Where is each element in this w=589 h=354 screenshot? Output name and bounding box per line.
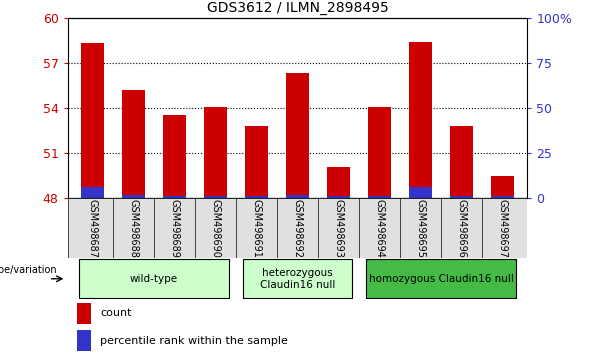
Text: GSM498694: GSM498694	[375, 199, 385, 258]
Text: GSM498688: GSM498688	[128, 199, 138, 258]
Bar	[77, 330, 91, 351]
Bar	[81, 187, 104, 198]
Text: GSM498687: GSM498687	[87, 199, 97, 258]
Bar	[368, 196, 391, 198]
Bar	[204, 107, 227, 198]
Text: GSM498692: GSM498692	[293, 199, 302, 258]
Bar	[286, 195, 309, 198]
Bar	[245, 196, 268, 198]
Bar	[409, 42, 432, 198]
Bar	[491, 196, 514, 198]
Bar	[491, 176, 514, 198]
Title: GDS3612 / ILMN_2898495: GDS3612 / ILMN_2898495	[207, 1, 388, 15]
Text: GSM498695: GSM498695	[415, 199, 425, 258]
Text: wild-type: wild-type	[130, 274, 178, 284]
Bar	[450, 196, 473, 198]
Bar	[122, 195, 145, 198]
Bar	[204, 196, 227, 198]
Text: GSM498689: GSM498689	[170, 199, 180, 258]
Text: count: count	[100, 308, 131, 318]
Bar	[163, 115, 186, 198]
Bar	[327, 167, 350, 198]
Text: genotype/variation: genotype/variation	[0, 265, 58, 275]
Bar	[79, 259, 229, 298]
Text: GSM498696: GSM498696	[456, 199, 466, 258]
Text: heterozygous
Claudin16 null: heterozygous Claudin16 null	[260, 268, 335, 290]
Text: GSM498690: GSM498690	[210, 199, 220, 258]
Text: percentile rank within the sample: percentile rank within the sample	[100, 336, 288, 346]
Bar	[163, 196, 186, 198]
Bar	[366, 259, 516, 298]
Bar	[77, 303, 91, 324]
Text: homozygous Claudin16 null: homozygous Claudin16 null	[369, 274, 514, 284]
Bar	[245, 126, 268, 198]
Bar	[286, 73, 309, 198]
Text: GSM498697: GSM498697	[498, 199, 508, 258]
Bar	[122, 90, 145, 198]
Bar	[81, 43, 104, 198]
Text: GSM498691: GSM498691	[252, 199, 262, 258]
Bar	[409, 187, 432, 198]
Bar	[450, 126, 473, 198]
Bar	[368, 107, 391, 198]
Text: GSM498693: GSM498693	[333, 199, 343, 258]
Bar	[327, 196, 350, 198]
Bar	[243, 259, 352, 298]
